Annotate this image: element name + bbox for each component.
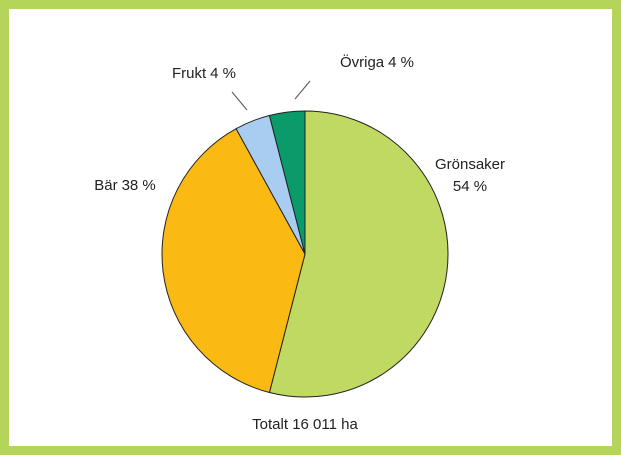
leader-line [294,80,311,100]
note: Totalt 16 011 ha [252,416,358,433]
slice-label: Övriga [340,53,385,71]
slice-value-label: 4 % [388,54,414,71]
pie-slice [268,110,449,398]
slice-value-label: 54 % [453,178,487,195]
leader-line [231,91,248,111]
pie-slice [268,110,306,255]
slice-label: Grönsaker [435,156,505,173]
slice-label: Bär [94,177,117,194]
slice-label: Frukt [172,65,207,82]
pie-slice [161,128,306,394]
slice-value-label: 38 % [122,177,156,194]
slice-value-label: 4 % [210,65,236,82]
